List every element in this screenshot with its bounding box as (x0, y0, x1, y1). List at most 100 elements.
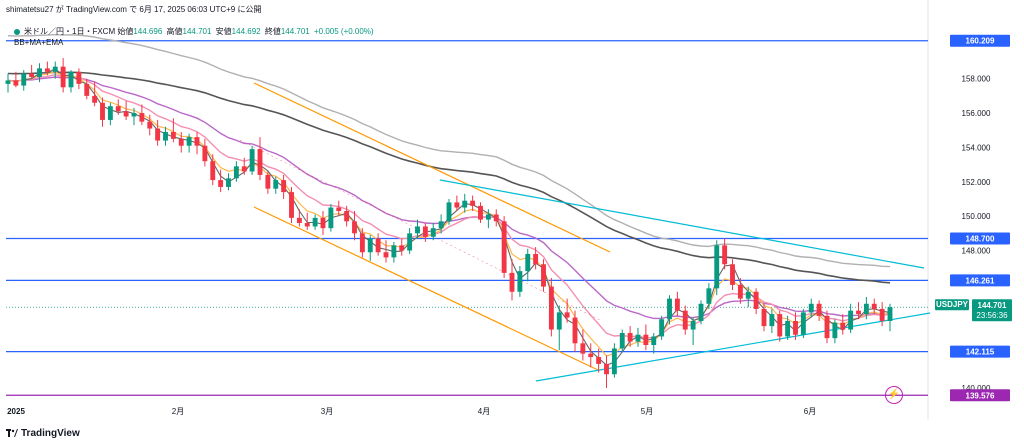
candle (454, 195, 460, 211)
candle (84, 78, 90, 100)
candle (202, 138, 208, 167)
candle (517, 265, 523, 297)
channel-upper-line (253, 82, 611, 253)
candle (659, 315, 665, 340)
candle-body (596, 357, 602, 364)
symbol-name: 米ドル／円・1日・FXCM (24, 27, 116, 36)
symbol-badge (935, 299, 969, 311)
y-tick-label: 154.000 (962, 143, 991, 152)
candle (690, 317, 696, 346)
candle-body (667, 298, 672, 320)
candle-body (556, 312, 562, 330)
candle (328, 204, 334, 232)
candle-body (611, 348, 617, 375)
candle (107, 102, 113, 126)
candle (265, 171, 271, 194)
high-value: 144.701 (182, 27, 212, 36)
candle (21, 70, 27, 91)
candle-body (100, 102, 105, 120)
candle (29, 64, 35, 79)
candle (793, 312, 798, 340)
x-tick-label: 3月 (321, 407, 333, 416)
candle (289, 186, 294, 224)
candle (485, 209, 491, 229)
open-value: 144.696 (133, 27, 163, 36)
candle (635, 327, 641, 347)
candle (178, 131, 184, 153)
candle (856, 302, 861, 320)
candle-body (233, 166, 239, 179)
candle (147, 114, 153, 136)
candle (619, 329, 625, 352)
candle (737, 278, 743, 304)
candle-body (580, 343, 586, 354)
candle (816, 300, 822, 321)
price-label-bg (950, 232, 1010, 245)
lightning-icon[interactable]: ⚡ (885, 386, 903, 404)
candle-body (793, 320, 798, 335)
candle-body (604, 363, 609, 375)
candle-body (808, 303, 814, 313)
candle (706, 283, 712, 309)
low-value: 144.692 (231, 27, 261, 36)
candle (753, 288, 759, 315)
candle-body (178, 138, 184, 146)
candle (139, 104, 145, 126)
status-dot (14, 28, 20, 35)
candle-body (273, 180, 279, 189)
candle-body (509, 272, 515, 292)
candle (155, 119, 161, 146)
candle-body (170, 131, 176, 139)
low-label: 安値 (215, 27, 232, 36)
candle-body (37, 68, 42, 77)
current-price-badge (972, 299, 1012, 322)
candle (863, 296, 869, 320)
candle (100, 97, 105, 127)
pink-ema-line (7, 73, 891, 339)
x-tick-label: 4月 (478, 407, 490, 416)
trend-lower-line (535, 312, 931, 382)
close-value: 144.701 (280, 27, 310, 36)
candle (273, 176, 279, 194)
price-label-text: 142.115 (966, 348, 995, 357)
indicator-legend[interactable]: BB+MA+EMA (14, 38, 64, 47)
change-value: +0.005 (+0.00%) (313, 27, 374, 36)
candle (359, 228, 365, 258)
price-label-bg (950, 274, 1010, 287)
candle (5, 73, 11, 93)
candle-body (68, 71, 74, 88)
candle-body (674, 298, 680, 311)
candle-body (737, 284, 743, 299)
candle-body (375, 238, 381, 253)
candle-body (635, 334, 641, 342)
candle-body (359, 233, 365, 253)
candle-body (478, 205, 483, 220)
candle-body (690, 320, 696, 330)
y-tick-label: 148.000 (962, 247, 991, 256)
candle-body (312, 217, 318, 227)
candle-body (391, 245, 397, 258)
candle-body (218, 180, 224, 187)
candle-body (5, 80, 11, 84)
candle-body (714, 245, 720, 289)
footer-brand: TradingView (21, 428, 80, 439)
candle (438, 214, 444, 234)
candle (785, 315, 791, 340)
candle-body (501, 221, 507, 273)
candle-body (438, 221, 444, 229)
candle (478, 202, 483, 224)
candle (556, 305, 562, 351)
candle (210, 154, 216, 186)
candle-body (824, 315, 830, 339)
candle (871, 298, 877, 315)
publish-header: shimatetsu27 が TradingView.com で 6月 17, … (6, 5, 262, 14)
candle (367, 235, 373, 261)
candle (170, 118, 176, 143)
candle-body (304, 223, 310, 227)
x-tick-label: 6月 (804, 407, 816, 416)
price-label-bg (950, 345, 1010, 358)
candle-body (619, 332, 625, 349)
candle (722, 238, 728, 270)
candle-body (454, 202, 460, 208)
